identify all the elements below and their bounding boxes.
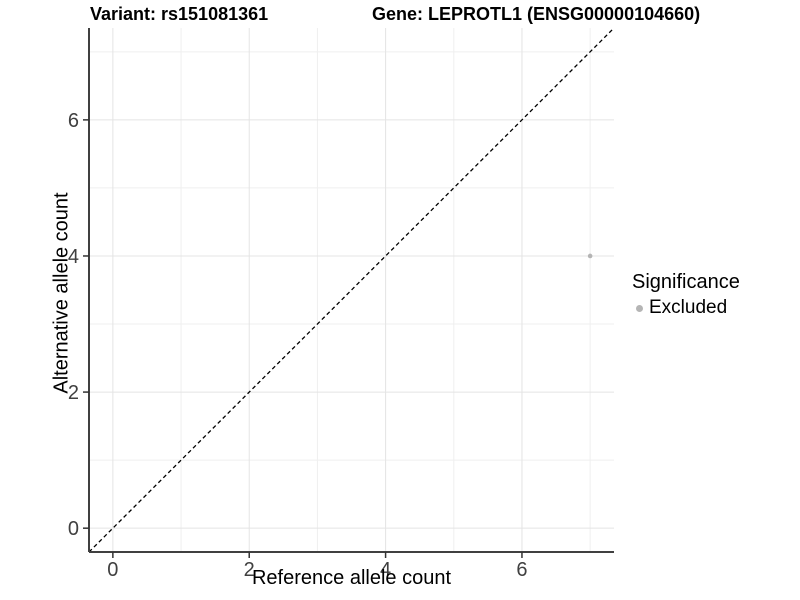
y-tick-label: 2 [68, 382, 79, 404]
legend-item-label: Excluded [649, 297, 728, 318]
x-tick-label: 4 [380, 559, 391, 581]
plot-title-gene: Gene: LEPROTL1 (ENSG00000104660) [372, 4, 701, 24]
legend-item-excluded: Excluded [632, 297, 740, 319]
data-point [587, 253, 593, 259]
y-axis-title: Alternative allele count [50, 192, 73, 394]
x-tick-label: 2 [244, 559, 255, 581]
y-tick-label: 0 [68, 518, 79, 540]
legend-title: Significance [632, 271, 740, 293]
plot-title-variant: Variant: rs151081361 [90, 4, 269, 24]
legend-point-icon [636, 304, 643, 312]
y-tick-label: 4 [68, 246, 79, 268]
x-tick-label: 6 [516, 559, 527, 581]
x-axis-title: Reference allele count [251, 567, 451, 589]
x-tick-label: 0 [107, 559, 118, 581]
identity-line [88, 27, 615, 553]
legend: Significance Excluded [632, 271, 740, 319]
y-tick-label: 6 [68, 110, 79, 132]
